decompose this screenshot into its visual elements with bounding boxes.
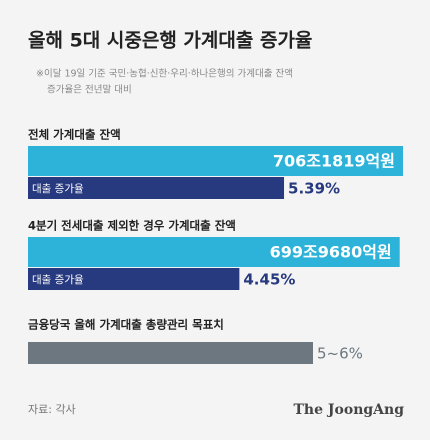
source: 자료: 각사: [28, 403, 76, 416]
note: 증가율은 전년말 대비: [47, 84, 132, 96]
amount-label: 699조9680억원: [270, 243, 392, 262]
target-bar: [28, 342, 313, 364]
brand: The JoongAng: [294, 402, 405, 418]
rate-label: 5.39%: [288, 180, 340, 198]
target-label: 5~6%: [317, 345, 363, 363]
group-label: 금융당국 올해 가계대출 총량관리 목표치: [28, 318, 224, 332]
title: 올해 5대 시중은행 가계대출 증가율: [28, 30, 312, 52]
group-label: 전체 가계대출 잔액: [28, 128, 121, 142]
group-label: 4분기 전세대출 제외한 경우 가계대출 잔액: [28, 219, 236, 233]
rate-bar: [28, 268, 240, 290]
rate-bar: [28, 177, 285, 199]
rate-name: 대출 증가율: [32, 183, 84, 195]
rate-label: 4.45%: [243, 271, 295, 289]
note: ※이달 19일 기준 국민·농협·신한·우리·하나은행의 가계대출 잔액: [36, 68, 293, 80]
amount-bar: [28, 146, 403, 176]
amount-bar: [28, 237, 400, 267]
amount-label: 706조1819억원: [273, 152, 395, 171]
rate-name: 대출 증가율: [32, 274, 84, 286]
